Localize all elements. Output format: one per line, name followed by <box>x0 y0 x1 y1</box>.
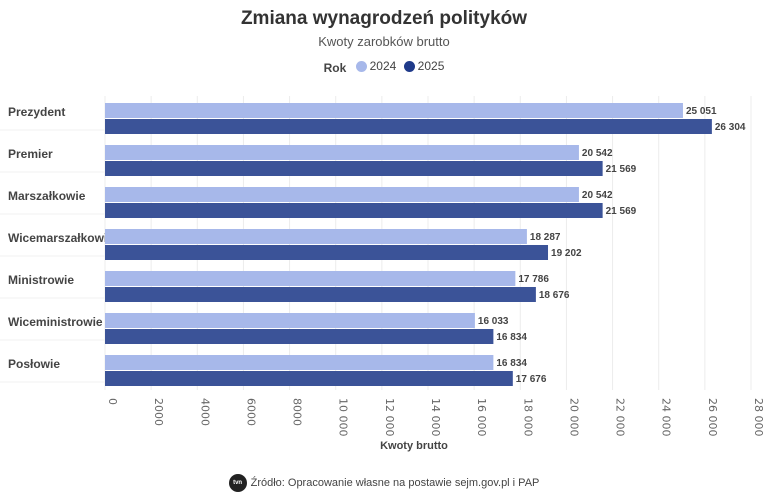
x-tick-label: 6000 <box>244 398 257 426</box>
bar-2025 <box>105 161 603 176</box>
bar-chart: 0 2000 4000 6000 8000 10 000 12 000 14 000 16 00… <box>0 96 765 452</box>
legend-label-2025: 2025 <box>417 59 445 73</box>
data-label-2024: 20 542 <box>582 148 613 159</box>
category-label: Wicemarszałkowie <box>8 231 114 245</box>
bar-2024 <box>105 187 579 202</box>
bar-2024 <box>105 271 516 286</box>
bar-2025 <box>105 371 513 386</box>
chart-subtitle: Kwoty zarobków brutto <box>318 34 450 49</box>
bar-2025 <box>105 287 536 302</box>
x-tick-label: 14 000 <box>429 398 442 437</box>
category-label: Prezydent <box>8 105 65 119</box>
bar-2025 <box>105 119 712 134</box>
category-label: Marszałkowie <box>8 189 86 203</box>
legend-item-2024[interactable]: 2024 <box>355 59 397 73</box>
legend-dot-2024 <box>355 60 367 72</box>
data-label-2024: 16 033 <box>478 316 509 327</box>
legend: Rok 2024 2025 <box>0 59 768 75</box>
bar-2024 <box>105 313 475 328</box>
data-label-2025: 18 676 <box>539 290 570 301</box>
bar-2024 <box>105 355 494 370</box>
x-tick-label: 22 000 <box>614 398 627 437</box>
x-tick-label: 4000 <box>198 398 211 426</box>
legend-item-2025[interactable]: 2025 <box>403 59 445 73</box>
category-label: Premier <box>8 147 53 161</box>
x-tick-label: 8000 <box>291 398 304 426</box>
tvn24-logo: tvn <box>228 474 247 492</box>
x-tick-label: 18 000 <box>521 398 534 437</box>
data-label-2024: 16 834 <box>496 358 527 369</box>
bar-2024 <box>105 145 579 160</box>
x-tick-label: 12 000 <box>383 398 396 437</box>
bar-2025 <box>105 329 494 344</box>
legend-title: Rok <box>323 60 347 75</box>
x-tick-label: 2000 <box>152 398 165 426</box>
bar-2025 <box>105 203 603 218</box>
category-label: Ministrowie <box>8 273 74 287</box>
x-axis-label: Kwoty brutto <box>380 440 448 452</box>
data-label-2024: 20 542 <box>582 190 613 201</box>
x-tick-label: 20 000 <box>567 398 580 437</box>
x-tick-label: 10 000 <box>337 398 350 437</box>
x-tick-label: 24 000 <box>660 398 673 437</box>
data-label-2025: 26 304 <box>715 122 746 133</box>
category-label: Wiceministrowie <box>8 315 103 329</box>
data-label-2025: 21 569 <box>606 206 637 217</box>
data-label-2025: 19 202 <box>551 248 582 259</box>
bar-2024 <box>105 103 683 118</box>
chart-title: Zmiana wynagrodzeń polityków <box>240 8 528 29</box>
x-tick-label: 26 000 <box>706 398 719 437</box>
data-label-2025: 21 569 <box>606 164 637 175</box>
category-label: Posłowie <box>8 357 60 371</box>
data-label-2024: 17 786 <box>518 274 549 285</box>
data-label-2025: 16 834 <box>496 332 527 343</box>
bar-2025 <box>105 245 549 260</box>
legend-dot-2025 <box>403 60 415 72</box>
source-note: tvn Źródło: Opracowanie własne na postaw… <box>0 474 768 492</box>
x-tick-label: 28 000 <box>752 398 765 437</box>
x-tick-label: 16 000 <box>475 398 488 437</box>
x-tick-label: 0 <box>106 398 119 405</box>
data-label-2024: 18 287 <box>530 232 561 243</box>
data-label-2024: 25 051 <box>686 106 717 117</box>
source-text: Źródło: Opracowanie własne na postawie s… <box>250 477 540 489</box>
legend-label-2024: 2024 <box>369 59 397 73</box>
bar-2024 <box>105 229 527 244</box>
data-label-2025: 17 676 <box>516 374 547 385</box>
